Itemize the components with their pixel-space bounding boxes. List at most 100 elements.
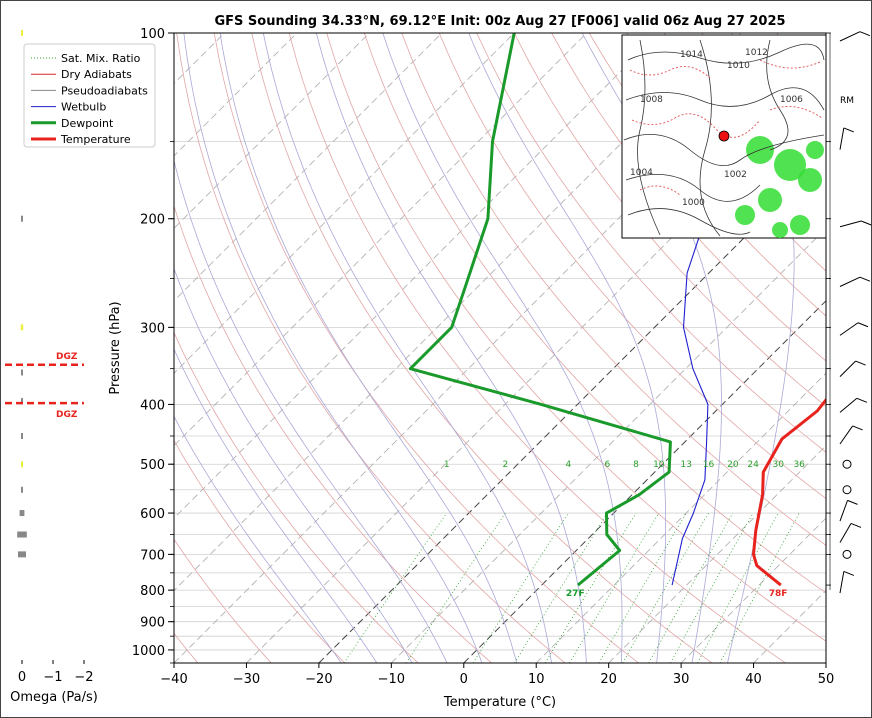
pseudoadiabat [174, 267, 413, 663]
mixing-ratio-label: 1 [444, 460, 450, 470]
wind-barb-flag [843, 127, 855, 133]
inset-map-content: 1014 1012 1010 1008 1006 1004 1002 1000 [623, 39, 825, 238]
wind-barb-flag [852, 425, 863, 431]
thickness-contour [759, 59, 821, 69]
rm-label: RM [840, 96, 854, 106]
mixing-ratio-label: 8 [633, 460, 639, 470]
isotherm [174, 33, 370, 229]
isobar-contour [637, 39, 661, 236]
dry-adiabat [213, 33, 639, 663]
dry-adiabat [588, 33, 826, 317]
wind-barb-flag [850, 522, 862, 528]
contour-label: 1010 [727, 61, 750, 71]
omega-bar [21, 432, 23, 439]
y-tick-label: 400 [140, 398, 165, 413]
isobar-contour [766, 39, 789, 151]
temperature-profile [752, 397, 826, 587]
pseudoadiabat [174, 415, 342, 663]
legend-label: Pseudoadiabats [61, 84, 148, 97]
wind-barb [839, 571, 845, 594]
pseudoadiabat [315, 33, 587, 663]
wind-barb-flag [861, 220, 872, 226]
isotherm [174, 33, 660, 519]
omega-bar [21, 30, 23, 36]
pseudoadiabat [174, 348, 378, 663]
y-tick-label: 300 [140, 321, 165, 336]
omega-tick-label: 0 [18, 670, 26, 685]
mixing-ratio-line [405, 512, 506, 663]
isotherm [174, 33, 587, 447]
wind-barb [839, 31, 861, 42]
y-tick-label: 600 [140, 507, 165, 522]
wind-barbs [826, 31, 872, 594]
thickness-contour [631, 113, 761, 138]
legend-label: Temperature [60, 133, 131, 146]
x-tick-label: 40 [745, 672, 762, 687]
omega-bar [19, 510, 25, 517]
y-tick-label: 100 [140, 27, 165, 42]
omega-tick-label: −2 [74, 670, 93, 685]
y-tick-label: 800 [140, 584, 165, 599]
mixing-ratio-label: 24 [747, 460, 759, 470]
precip-area [806, 141, 824, 159]
mixing-ratio-label: 10 [653, 460, 665, 470]
mixing-ratio-label: 13 [681, 460, 692, 470]
isotherm [174, 33, 298, 157]
wind-barb [839, 127, 845, 150]
wind-barb-flag [855, 360, 866, 366]
contour-label: 1012 [745, 48, 768, 58]
isobar-contour [627, 208, 751, 235]
omega-bar [21, 215, 23, 222]
mixing-ratio-label: 4 [565, 460, 571, 470]
y-axis-label: Pressure (hPa) [108, 301, 123, 394]
dry-adiabat [401, 33, 826, 546]
wind-barb-flag [856, 397, 868, 403]
isotherm [174, 33, 443, 302]
isobar-contour [699, 39, 721, 237]
x-tick-label: 30 [673, 672, 690, 687]
pseudoadiabat [219, 33, 518, 663]
surface-temperature-label: 78F [769, 589, 788, 599]
dry-adiabat [551, 33, 826, 362]
wind-barb-flag [857, 322, 869, 328]
legend-label: Dry Adiabats [61, 68, 132, 81]
dry-adiabat [174, 204, 492, 663]
isotherm [535, 372, 826, 663]
y-tick-label: 900 [140, 616, 165, 631]
y-tick-label: 500 [140, 458, 165, 473]
contour-label: 1006 [780, 95, 803, 105]
mixing-ratio-label: 6 [604, 460, 610, 470]
freezing-isotherm [463, 300, 826, 663]
legend-box [23, 43, 156, 148]
precip-area [790, 215, 810, 235]
precip-area [774, 149, 806, 181]
wind-barb [839, 500, 848, 522]
precip-area [758, 188, 782, 212]
y-tick-label: 700 [140, 548, 165, 563]
x-tick-label: −40 [160, 672, 187, 687]
contour-label: 1004 [630, 168, 653, 178]
inset-map: 1014 1012 1010 1008 1006 1004 1002 1000 [621, 34, 827, 239]
x-tick-label: −30 [233, 672, 260, 687]
isobar-contour [625, 87, 825, 111]
mixing-ratio-line [719, 512, 800, 663]
x-tick-label: 0 [460, 672, 468, 687]
omega-bar [21, 369, 23, 376]
wetbulb-profile [671, 141, 762, 586]
isotherm [680, 517, 826, 663]
surface-dewpoint-label: 27F [566, 589, 585, 599]
omega-bar [21, 398, 23, 405]
wind-barb-flag [859, 31, 871, 37]
x-tick-label: 10 [528, 672, 545, 687]
contour-label: 1008 [640, 95, 663, 105]
dry-adiabat [176, 33, 566, 663]
mixing-ratio-line [598, 512, 687, 663]
dry-adiabat [288, 33, 786, 663]
chart-title: GFS Sounding 34.33°N, 69.12°E Init: 00z … [214, 14, 785, 29]
dry-adiabat [513, 33, 826, 407]
pseudoadiabat [581, 33, 722, 663]
dry-adiabat [438, 33, 826, 499]
mixing-ratio-line [472, 512, 569, 663]
isotherm [174, 33, 515, 374]
